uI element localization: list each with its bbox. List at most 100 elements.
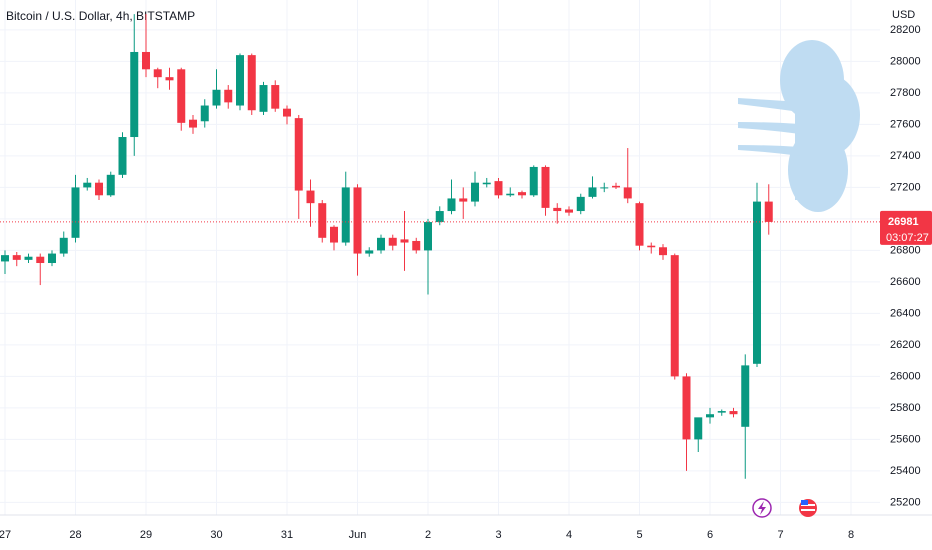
candle-body — [106, 174, 115, 196]
y-tick-label: 27600 — [890, 118, 921, 130]
candle-body — [647, 245, 656, 248]
y-tick-label: 28200 — [890, 24, 921, 36]
candle-body — [635, 203, 644, 246]
candle-body — [529, 166, 538, 196]
candle-body — [365, 250, 374, 254]
candle-body — [588, 187, 597, 197]
x-tick-label: 31 — [281, 529, 293, 541]
candle-body — [412, 240, 421, 251]
candle-body — [118, 137, 127, 175]
candle-body — [212, 89, 221, 106]
candle-body — [494, 181, 503, 196]
candle-body — [729, 411, 738, 415]
candle-body — [682, 376, 691, 440]
candle-body — [130, 51, 139, 138]
candle-body — [694, 417, 703, 440]
candle-body — [388, 237, 397, 246]
candle-body — [189, 119, 197, 128]
candle-body — [576, 196, 585, 212]
x-tick-label: 27 — [0, 529, 11, 541]
candle-body — [764, 201, 773, 222]
cloud-decoration — [738, 40, 860, 212]
x-tick-label: 3 — [495, 529, 501, 541]
y-tick-label: 27200 — [890, 181, 921, 193]
currency-label: USD — [892, 9, 915, 21]
candle-body — [717, 411, 726, 413]
y-tick-label: 25400 — [890, 465, 921, 477]
candle-body — [330, 226, 338, 243]
x-tick-label: 4 — [566, 529, 572, 541]
candle-body — [271, 85, 280, 109]
y-tick-label: 26600 — [890, 276, 921, 288]
candle-body — [424, 222, 432, 251]
candle-body — [318, 203, 327, 238]
candle-body — [341, 187, 350, 243]
y-tick-label: 25600 — [890, 433, 921, 445]
candle-body — [306, 190, 315, 204]
event-icons[interactable] — [752, 498, 817, 518]
last-price-label: 26981 — [888, 216, 919, 228]
candle-body — [553, 207, 562, 212]
candle-body — [1, 255, 9, 262]
candle-body — [48, 253, 56, 264]
x-tick-label: 29 — [140, 529, 152, 541]
candle-body — [283, 108, 291, 117]
candle-body — [706, 414, 714, 418]
candle-body — [565, 209, 573, 213]
candle-body — [224, 89, 233, 103]
candle-body — [177, 69, 186, 123]
candle-body — [741, 365, 750, 427]
y-tick-label: 26000 — [890, 370, 921, 382]
x-tick-label: 5 — [636, 529, 642, 541]
x-tick-label: 2 — [425, 529, 431, 541]
x-tick-label: 7 — [777, 529, 783, 541]
chart-title: Bitcoin / U.S. Dollar, 4h, BITSTAMP — [6, 9, 195, 23]
y-tick-label: 26200 — [890, 339, 921, 351]
y-tick-label: 25200 — [890, 496, 921, 508]
candle-body — [377, 237, 385, 251]
candle-body — [600, 187, 609, 189]
candle-body — [400, 239, 409, 243]
candle-body — [165, 77, 174, 81]
candle-body — [36, 256, 45, 264]
y-tick-label: 27400 — [890, 150, 921, 162]
candle-body — [236, 55, 244, 106]
candle-body — [59, 237, 68, 254]
last-price-box — [880, 210, 932, 245]
y-tick-label: 26800 — [890, 244, 921, 256]
candle-body — [259, 85, 268, 112]
candle-body — [471, 182, 479, 202]
candle-body — [24, 256, 33, 260]
candle-body — [459, 198, 468, 202]
candle-body — [200, 105, 209, 122]
candle-body — [541, 166, 550, 208]
y-tick-label: 27800 — [890, 87, 921, 99]
x-tick-label: 6 — [707, 529, 713, 541]
x-tick-label: Jun — [349, 529, 367, 541]
x-tick-label: 30 — [210, 529, 222, 541]
candle-body — [659, 247, 667, 256]
candle-body — [95, 182, 103, 196]
x-tick-label: 28 — [69, 529, 81, 541]
candle-body — [518, 192, 526, 196]
candle-body — [447, 198, 456, 212]
candle-body — [294, 118, 303, 191]
candle-body — [153, 69, 162, 78]
candle-body — [612, 185, 620, 188]
candle-body — [623, 187, 632, 199]
candle-body — [753, 201, 761, 364]
candle-body — [482, 182, 491, 185]
candle-body — [247, 55, 256, 111]
x-tick-label: 8 — [848, 529, 854, 541]
candle-body — [353, 187, 362, 254]
candle-body — [142, 51, 150, 70]
candle-body — [670, 255, 679, 377]
candle-body — [506, 193, 515, 196]
candle-body — [12, 255, 21, 260]
countdown-label: 03:07:27 — [886, 232, 929, 244]
candle-body — [435, 211, 444, 223]
y-tick-label: 25800 — [890, 402, 921, 414]
